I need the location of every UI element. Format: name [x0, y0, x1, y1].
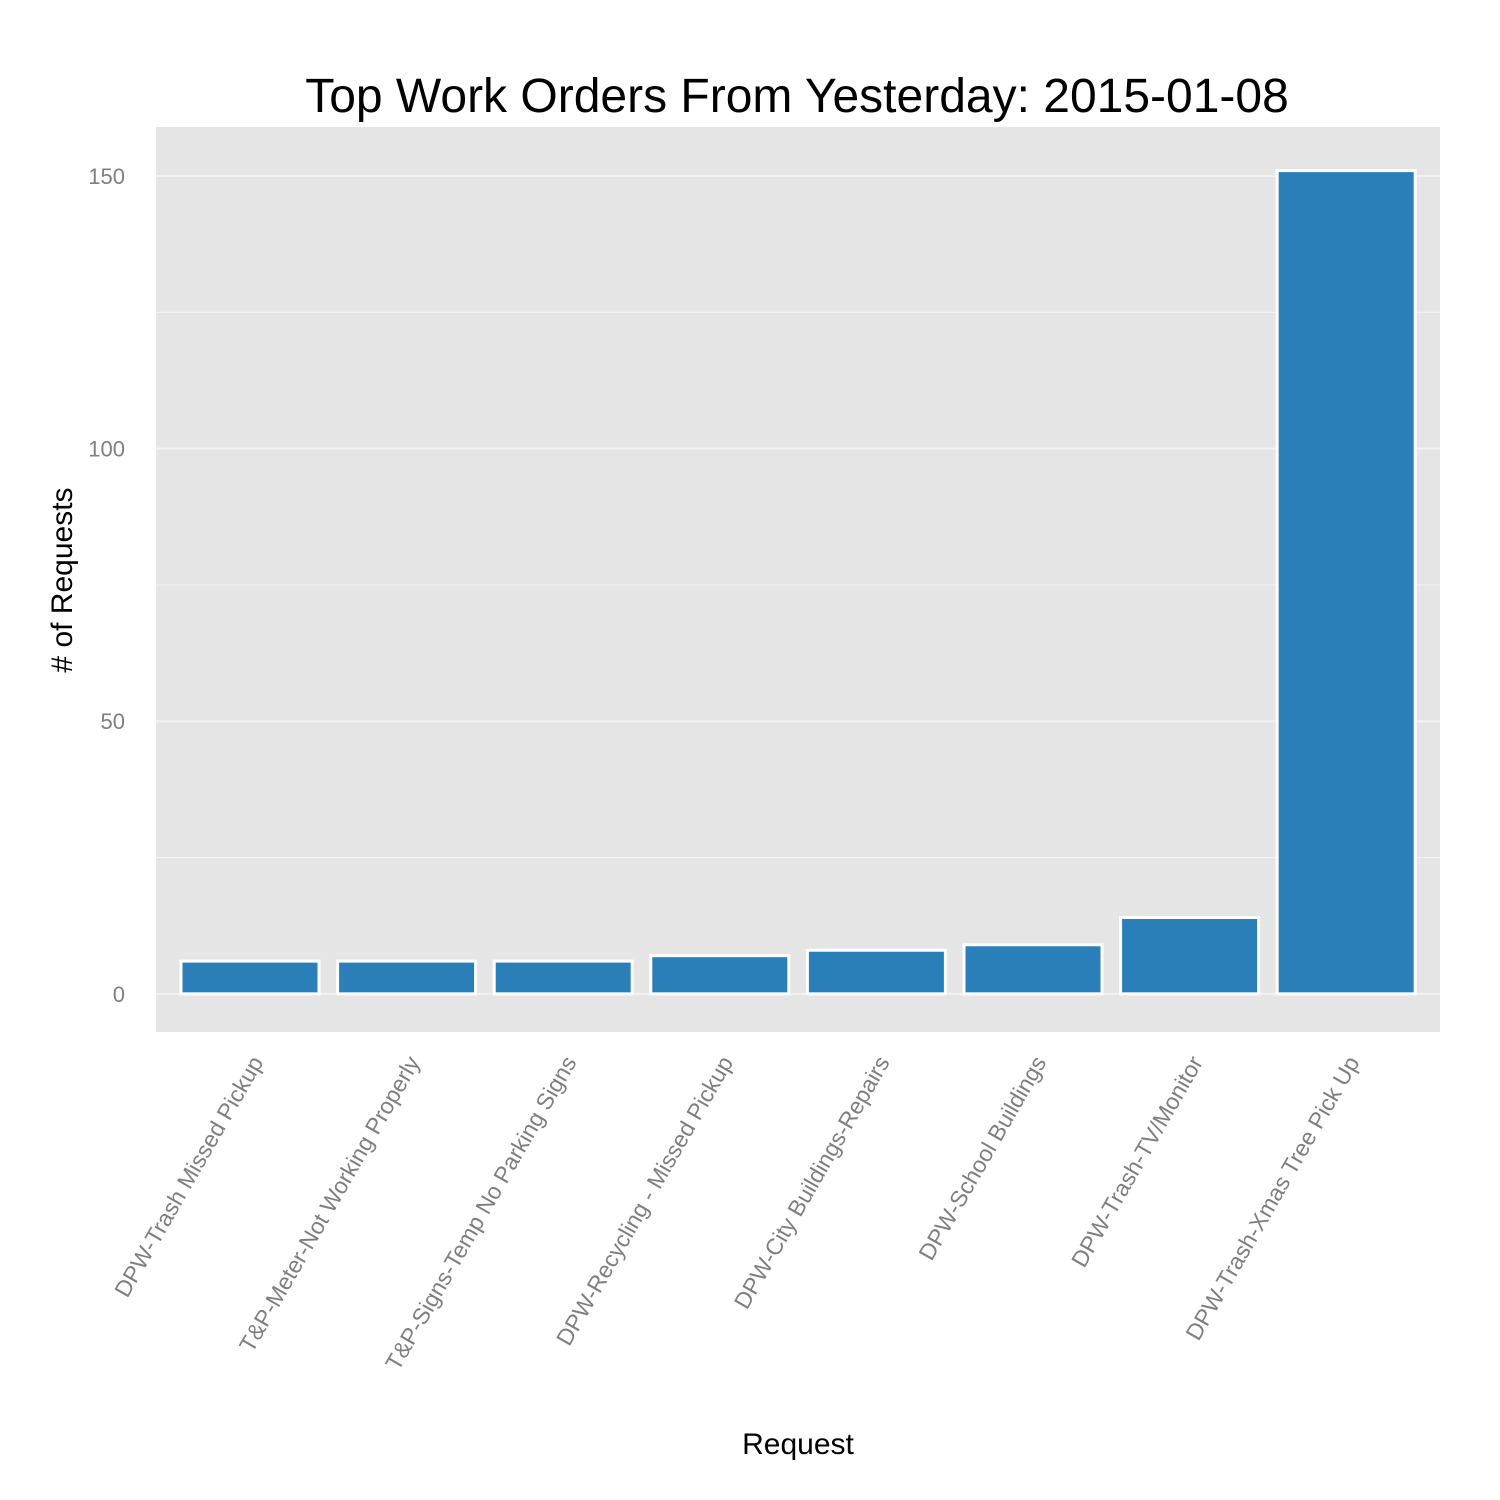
y-tick-label: 100	[88, 437, 125, 462]
x-tick-label: T&P-Meter-Not Working Properly	[234, 1051, 425, 1356]
plot-panel	[156, 127, 1440, 1032]
y-axis-title: # of Requests	[46, 487, 79, 672]
x-tick-label: DPW-Recycling - Missed Pickup	[551, 1052, 738, 1350]
bar	[1119, 916, 1261, 996]
bar	[179, 959, 321, 996]
x-tick-label: DPW-Trash-Xmas Tree Pick Up	[1180, 1052, 1364, 1345]
y-tick-label: 50	[101, 709, 125, 734]
chart-title: Top Work Orders From Yesterday: 2015-01-…	[305, 70, 1289, 123]
x-tick-label: DPW-School Buildings	[913, 1052, 1051, 1265]
y-tick-label: 0	[113, 982, 125, 1007]
bar	[649, 954, 791, 996]
bar	[336, 959, 478, 996]
x-tick-label: DPW-City Buildings-Repairs	[729, 1052, 895, 1314]
bar	[962, 943, 1104, 996]
bar	[1275, 169, 1417, 996]
x-tick-label: DPW-Trash-TV/Monitor	[1066, 1051, 1208, 1271]
bar	[805, 948, 947, 996]
y-tick-label: 150	[88, 164, 125, 189]
x-tick-label: T&P-Signs-Temp No Parking Signs	[380, 1052, 581, 1375]
bars	[179, 169, 1417, 996]
bar	[492, 959, 634, 996]
x-tick-label: DPW-Trash Missed Pickup	[109, 1052, 268, 1302]
y-axis-ticks: 0 50 100 150	[88, 164, 125, 1007]
x-axis-title: Request	[742, 1428, 854, 1461]
